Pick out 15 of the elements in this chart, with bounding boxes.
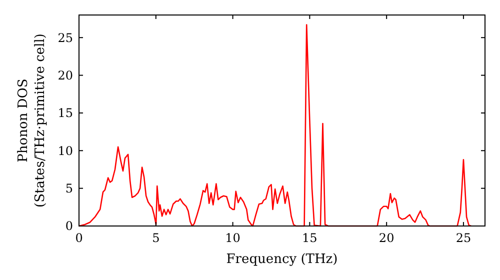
x-axis-title: Frequency (THz) — [226, 252, 338, 267]
y-tick-label: 5 — [65, 182, 73, 196]
x-tick-label: 0 — [75, 231, 83, 245]
y-tick-label: 15 — [58, 106, 73, 120]
y-tick-label: 20 — [58, 68, 73, 82]
line-series — [78, 24, 472, 227]
y-tick-label: 10 — [58, 144, 73, 158]
y-axis-title: Phonon DOS (States/THz·primitive cell) — [16, 33, 48, 208]
x-tick-label: 15 — [302, 231, 318, 245]
y-tick-label: 25 — [58, 30, 73, 45]
x-tick-label: 25 — [456, 231, 472, 245]
x-tick-label: 5 — [152, 231, 160, 245]
y-tick-label: 0 — [65, 219, 73, 234]
x-tick-label: 10 — [225, 231, 240, 245]
x-tick-label: 20 — [378, 231, 394, 245]
